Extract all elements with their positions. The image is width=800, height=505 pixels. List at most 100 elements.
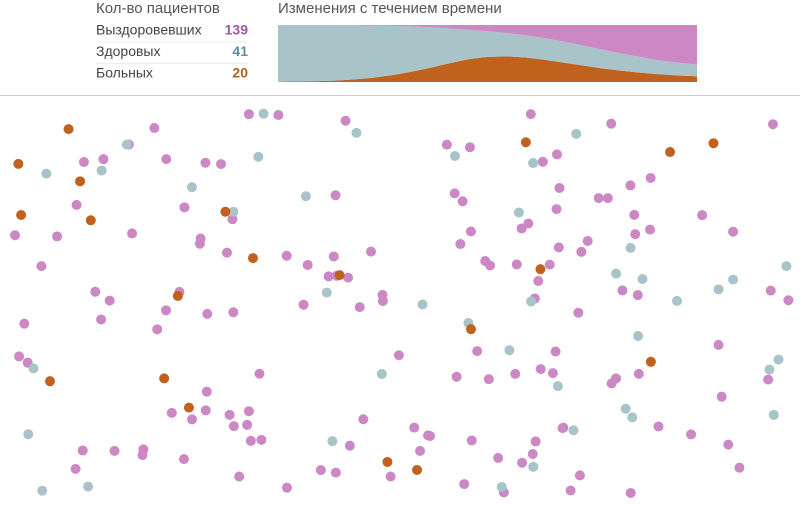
patient-dot	[354, 302, 365, 313]
patient-dot	[537, 156, 548, 167]
patient-dot	[459, 479, 470, 490]
patient-dot	[528, 461, 539, 472]
patient-dot	[625, 242, 636, 253]
patient-dot	[713, 339, 724, 350]
patient-dot	[672, 295, 683, 306]
patient-dot	[187, 414, 198, 425]
patient-dot	[606, 118, 617, 129]
patient-dot	[511, 259, 522, 270]
patient-dot	[224, 409, 235, 420]
patient-dot	[220, 206, 231, 217]
stat-value: 139	[225, 22, 249, 38]
patient-dot	[551, 204, 562, 215]
patient-dot	[449, 188, 460, 199]
patient-dot	[245, 435, 256, 446]
patient-dot	[45, 376, 56, 387]
patient-dot	[637, 273, 648, 284]
patient-dot	[178, 454, 189, 465]
patient-dot	[551, 149, 562, 160]
patient-dot	[611, 373, 622, 384]
patient-dot	[186, 182, 197, 193]
stat-value: 41	[232, 43, 248, 59]
patient-dot	[533, 276, 544, 287]
patient-dot	[465, 226, 476, 237]
patient-dot	[558, 422, 569, 433]
patient-dot	[530, 436, 541, 447]
patient-dot	[582, 236, 593, 247]
patient-dot	[71, 199, 82, 210]
patient-dot	[243, 406, 254, 417]
patient-dot	[611, 268, 622, 279]
patient-dot	[256, 434, 267, 445]
patient-dot	[633, 368, 644, 379]
patient-dot	[149, 123, 160, 134]
patient-dot	[98, 154, 109, 165]
patient-dot	[340, 115, 351, 126]
patient-dot	[36, 261, 47, 272]
patient-dot	[201, 386, 212, 397]
patient-dot	[63, 124, 74, 135]
patient-dot	[183, 402, 194, 413]
patient-dot	[23, 429, 34, 440]
patient-dot	[376, 369, 387, 380]
patient-dot	[109, 445, 120, 456]
patient-dot	[377, 295, 388, 306]
patient-dot	[78, 156, 89, 167]
patient-dot	[300, 191, 311, 202]
patient-dot	[424, 430, 435, 441]
patient-dot	[716, 391, 727, 402]
stats-title: Кол-во пациентов	[96, 0, 220, 17]
patient-dot	[90, 286, 101, 297]
patient-dot	[441, 139, 452, 150]
patient-dot	[202, 308, 213, 319]
patient-dot	[221, 247, 232, 258]
patient-dot	[630, 229, 641, 240]
patient-dot	[10, 230, 21, 241]
patient-dot	[465, 324, 476, 335]
patient-dot	[602, 193, 613, 204]
area-segment	[278, 56, 697, 82]
patient-dot	[765, 285, 776, 296]
patient-dot	[121, 139, 132, 150]
patient-dot	[254, 368, 265, 379]
patient-dot	[385, 471, 396, 482]
patient-dot	[70, 463, 81, 474]
patient-dot	[417, 299, 428, 310]
patient-dot	[620, 403, 631, 414]
patient-dot	[457, 196, 468, 207]
patient-dot	[734, 462, 745, 473]
patient-dot	[455, 239, 466, 250]
patient-dot	[161, 305, 172, 316]
patient-dot	[783, 295, 794, 306]
patient-dot	[77, 445, 88, 456]
patient-dot	[323, 271, 334, 282]
patient-dot	[415, 445, 426, 456]
patient-dot	[412, 464, 423, 475]
patient-dot	[728, 226, 739, 237]
patient-dot	[152, 324, 163, 335]
patient-dot	[472, 346, 483, 357]
patient-dot	[723, 439, 734, 450]
patient-dot	[85, 215, 96, 226]
patient-dot	[330, 190, 341, 201]
patient-dot	[234, 471, 245, 482]
patient-dot	[228, 206, 239, 217]
patient-dot	[645, 356, 656, 367]
patient-dot	[343, 272, 354, 283]
patient-dot	[527, 448, 538, 459]
patient-dot	[708, 138, 719, 149]
patient-dot	[568, 425, 579, 436]
patient-dot	[713, 284, 724, 295]
patient-dot	[764, 364, 775, 375]
patient-dot	[768, 409, 779, 420]
patient-dot	[625, 487, 636, 498]
patient-dot	[625, 180, 636, 191]
stat-value: 20	[232, 65, 248, 81]
patient-dot	[653, 421, 664, 432]
patient-dot	[466, 435, 477, 446]
patient-dot	[571, 128, 582, 139]
patient-dot	[645, 172, 656, 183]
patient-dot	[243, 109, 254, 120]
patient-dot	[13, 158, 24, 169]
